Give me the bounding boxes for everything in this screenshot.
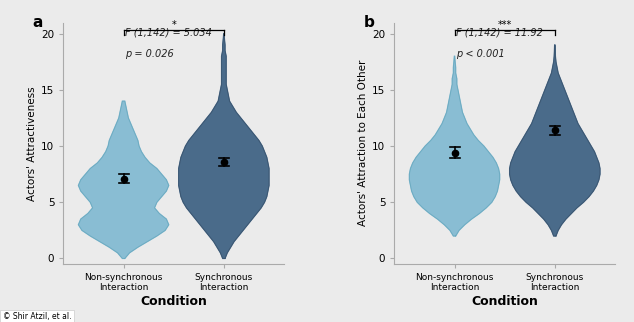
Text: *: * <box>171 20 176 30</box>
Text: © Shir Atzil, et al.: © Shir Atzil, et al. <box>3 312 72 321</box>
Text: ***: *** <box>498 20 512 30</box>
Text: a: a <box>32 15 43 30</box>
Text: b: b <box>363 15 374 30</box>
X-axis label: Condition: Condition <box>140 295 207 308</box>
X-axis label: Condition: Condition <box>471 295 538 308</box>
Polygon shape <box>179 34 269 259</box>
Polygon shape <box>510 45 600 236</box>
Y-axis label: Actors' Attractiveness: Actors' Attractiveness <box>27 86 37 201</box>
Text: p = 0.026: p = 0.026 <box>125 49 174 59</box>
Polygon shape <box>79 101 169 259</box>
Y-axis label: Actors' Attraction to Each Other: Actors' Attraction to Each Other <box>358 60 368 226</box>
Text: p < 0.001: p < 0.001 <box>456 49 505 59</box>
Polygon shape <box>410 56 500 236</box>
Text: F (1,142) = 11.92: F (1,142) = 11.92 <box>456 27 543 37</box>
Text: F (1,142) = 5.034: F (1,142) = 5.034 <box>125 27 212 37</box>
